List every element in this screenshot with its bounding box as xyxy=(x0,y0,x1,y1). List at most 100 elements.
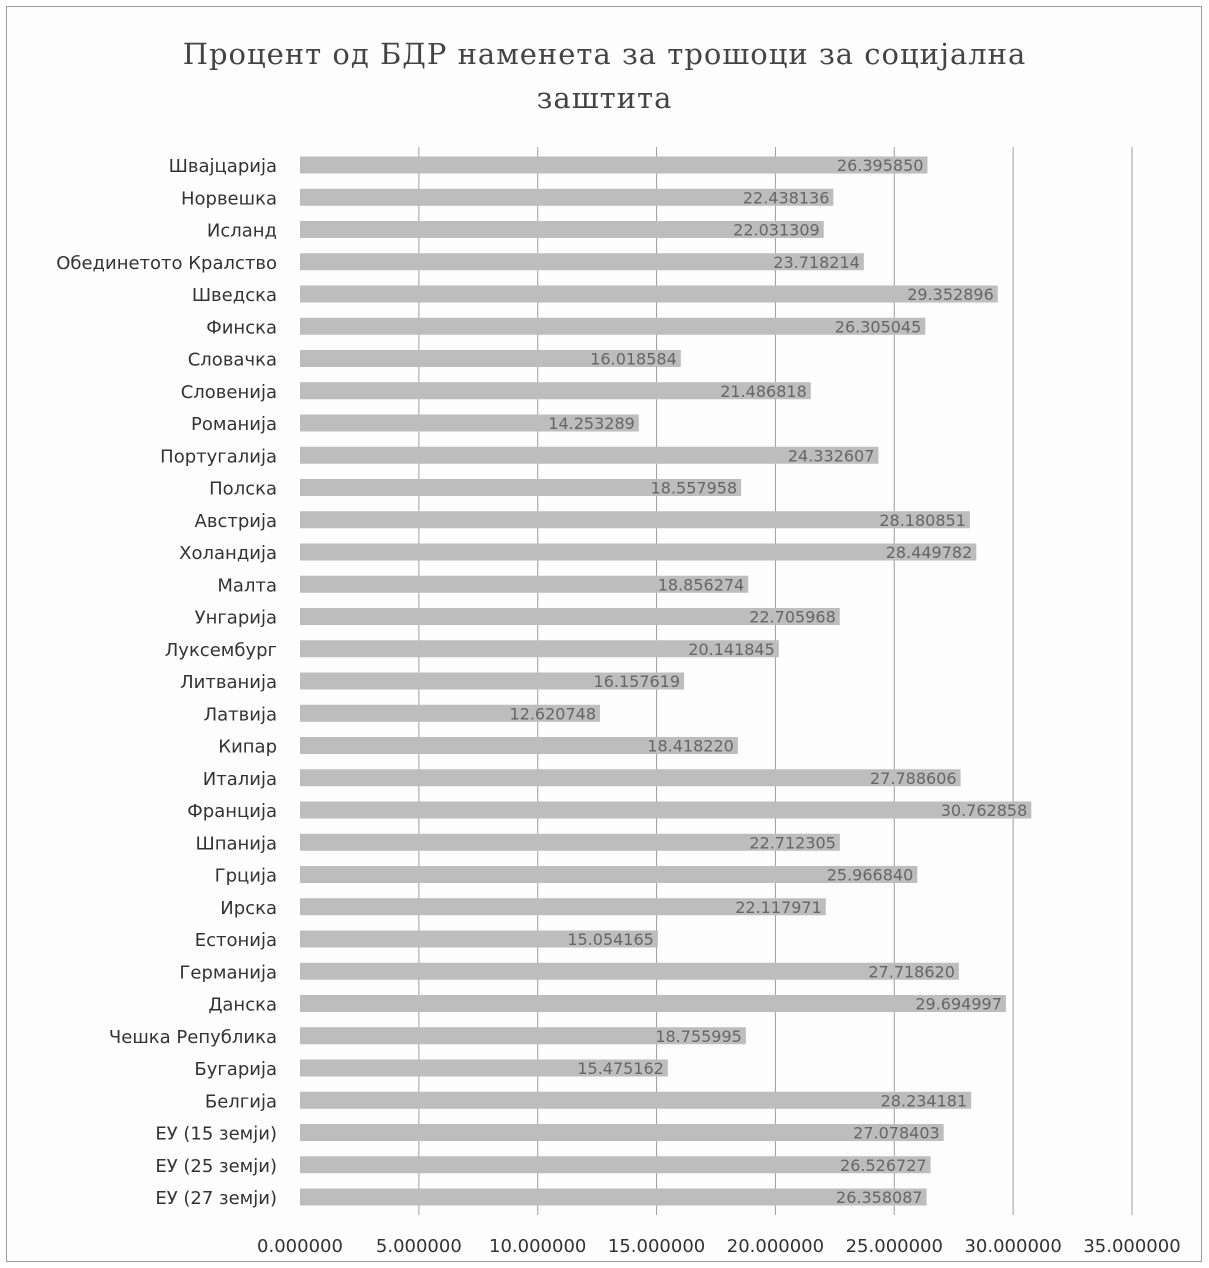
bar xyxy=(300,608,840,625)
category-label: ЕУ (15 земји) xyxy=(155,1124,277,1145)
x-tick-label: 25.000000 xyxy=(846,1236,943,1257)
x-tick-label: 5.000000 xyxy=(376,1236,462,1257)
bar-value-label: 29.352896 xyxy=(907,285,994,304)
x-tick-label: 20.000000 xyxy=(727,1236,824,1257)
bar-value-label: 22.031309 xyxy=(733,221,820,240)
bar-value-label: 14.253289 xyxy=(548,414,635,433)
category-label: Словенија xyxy=(181,382,277,403)
bar xyxy=(300,1091,972,1109)
bar-value-label: 28.180851 xyxy=(879,511,966,530)
bar-value-label: 27.788606 xyxy=(870,769,957,788)
category-label: Исланд xyxy=(207,221,277,242)
bar xyxy=(300,317,926,335)
category-label: Финска xyxy=(206,317,277,338)
category-label: Шведска xyxy=(192,285,277,306)
bars: 26.395850 22.438136 22.031309 23.718214 29.3… xyxy=(300,156,1032,1207)
category-label: Латвија xyxy=(204,704,277,725)
bar-value-label: 26.305045 xyxy=(835,317,922,336)
bar xyxy=(300,833,840,851)
category-label: Чешка Република xyxy=(109,1027,277,1048)
bar xyxy=(300,737,738,754)
bar-value-label: 22.117971 xyxy=(735,898,822,917)
category-label: Португалија xyxy=(160,446,277,467)
bar-value-label: 16.018584 xyxy=(590,350,677,369)
x-tick-label: 0.000000 xyxy=(257,1236,343,1257)
bar-value-label: 29.694997 xyxy=(915,995,1002,1014)
bar-value-label: 18.755995 xyxy=(655,1027,742,1046)
bar xyxy=(300,801,1032,819)
bar-value-label: 23.718214 xyxy=(773,253,860,272)
bar-value-label: 12.620748 xyxy=(509,704,596,723)
bar-value-label: 18.418220 xyxy=(647,737,734,756)
bar-value-label: 22.438136 xyxy=(743,188,830,207)
bar xyxy=(300,446,879,464)
category-label: Обединетото Кралство xyxy=(56,253,277,274)
category-label: Италија xyxy=(203,769,277,790)
bar-value-label: 15.054165 xyxy=(567,930,654,949)
bar xyxy=(300,350,681,367)
category-label: Австрија xyxy=(195,511,277,532)
category-label: Литванија xyxy=(180,672,277,693)
bar xyxy=(300,930,658,948)
category-label: ЕУ (25 земји) xyxy=(155,1156,277,1177)
category-label: Естонија xyxy=(195,930,277,951)
bar-value-label: 26.526727 xyxy=(840,1156,927,1175)
bar-value-label: 22.705968 xyxy=(749,608,836,627)
category-label: Полска xyxy=(209,479,277,500)
bar xyxy=(300,769,961,787)
chart-title-line-2: заштита xyxy=(536,81,673,115)
category-label: Норвешка xyxy=(181,188,277,209)
chart-title-line-1: Процент од БДР наменета за трошоци за со… xyxy=(182,37,1027,71)
bar xyxy=(300,479,742,496)
x-tick-label: 10.000000 xyxy=(489,1236,586,1257)
bar xyxy=(300,1188,927,1206)
x-tick-label: 15.000000 xyxy=(608,1236,705,1257)
category-label: Словачка xyxy=(188,350,277,371)
category-label: Луксембург xyxy=(165,640,277,661)
chart-title: Процент од БДР наменета за трошоци за со… xyxy=(0,32,1209,120)
x-tick-label: 35.000000 xyxy=(1083,1236,1180,1257)
bar xyxy=(300,995,1006,1012)
bar-value-label: 26.358087 xyxy=(836,1188,923,1207)
bar-value-label: 30.762858 xyxy=(941,801,1028,820)
category-label: Романија xyxy=(191,414,277,435)
bar-value-label: 18.557958 xyxy=(651,479,738,498)
category-label: Швајцарија xyxy=(169,156,277,177)
bar xyxy=(300,640,779,658)
category-label: Франција xyxy=(187,801,277,822)
bar-value-label: 25.966840 xyxy=(827,866,914,885)
bar-value-label: 24.332607 xyxy=(788,446,875,465)
bar xyxy=(300,575,749,593)
bar xyxy=(300,543,977,561)
category-label: Германија xyxy=(179,962,277,983)
category-label: Унгарија xyxy=(195,608,277,629)
bar xyxy=(300,188,834,206)
bar-value-label: 15.475162 xyxy=(577,1059,664,1078)
bar-value-label: 21.486818 xyxy=(720,382,807,401)
bar xyxy=(300,1059,668,1077)
category-label: Данска xyxy=(208,995,277,1016)
bar xyxy=(300,898,826,916)
bar-value-label: 27.718620 xyxy=(868,962,955,981)
bar-value-label: 28.234181 xyxy=(881,1091,968,1110)
bar xyxy=(300,253,864,271)
bar-value-label: 28.449782 xyxy=(886,543,973,562)
bar-value-label: 22.712305 xyxy=(749,833,836,852)
bar xyxy=(300,414,639,432)
bar xyxy=(300,704,601,722)
bar xyxy=(300,962,959,980)
bar xyxy=(300,1156,931,1174)
category-label: Малта xyxy=(217,575,277,596)
bar-value-label: 27.078403 xyxy=(853,1124,940,1143)
x-tick-label: 30.000000 xyxy=(964,1236,1061,1257)
bar xyxy=(300,672,685,690)
x-axis-tick-labels: 0.000000 5.000000 10.000000 15.000000 20.000… xyxy=(257,1236,1181,1257)
bar-value-label: 18.856274 xyxy=(658,575,745,594)
bar xyxy=(300,156,928,174)
bar-value-label: 26.395850 xyxy=(837,156,924,175)
bar xyxy=(300,221,824,238)
bar-value-label: 16.157619 xyxy=(594,672,681,691)
category-labels: Швајцарија Норвешка Исланд Обединетото Крал… xyxy=(56,156,277,1209)
category-label: Белгија xyxy=(205,1091,277,1112)
